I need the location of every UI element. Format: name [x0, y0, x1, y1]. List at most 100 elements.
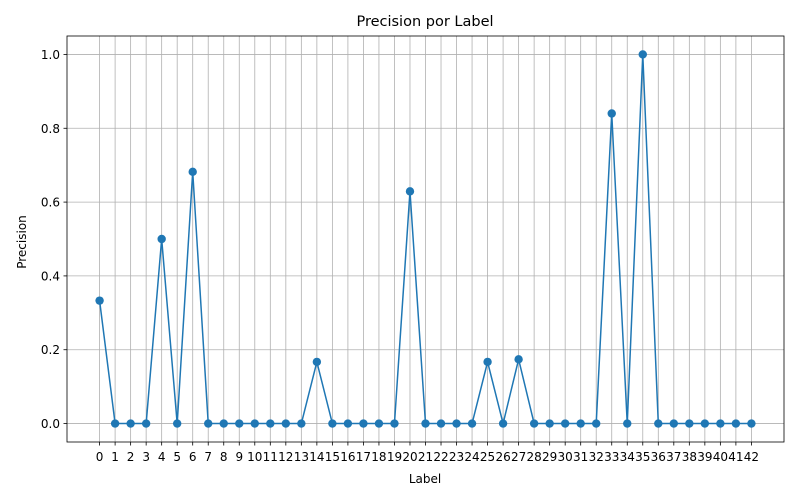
x-tick-label: 41 — [728, 450, 743, 464]
data-point — [623, 419, 632, 428]
x-tick-label: 26 — [495, 450, 510, 464]
axes: 0 1 2 3 4 5 6 7 8 9 10 11 12 13 14 15 16 17 18 19 20 21 22 23 24… — [41, 35, 785, 464]
data-point — [421, 419, 430, 428]
x-tick-label: 5 — [173, 450, 181, 464]
data-point — [95, 296, 104, 305]
data-point — [374, 419, 384, 428]
y-tick-label: 1.0 — [41, 48, 60, 62]
data-point — [250, 419, 259, 428]
data-point — [747, 419, 756, 428]
x-tick-label: 17 — [356, 450, 371, 464]
x-tick-label: 31 — [573, 450, 588, 464]
x-tick-label: 30 — [558, 450, 573, 464]
x-tick-label: 28 — [526, 450, 541, 464]
x-tick-label: 2 — [127, 450, 135, 464]
x-tick-label: 16 — [340, 450, 355, 464]
data-point — [716, 419, 725, 428]
y-axis-label: Precision — [15, 215, 29, 269]
x-tick-label: 7 — [204, 450, 212, 464]
data-point — [483, 357, 492, 367]
data-point — [545, 419, 554, 428]
data-point — [141, 419, 151, 428]
y-tick-label: 0.0 — [41, 417, 60, 431]
data-point — [126, 419, 135, 428]
x-tick-label: 29 — [542, 450, 557, 464]
x-tick-label: 15 — [325, 450, 340, 464]
data-point — [219, 419, 228, 428]
data-point — [188, 167, 197, 177]
data-point — [638, 50, 647, 59]
data-point — [529, 419, 539, 428]
x-tick-label: 42 — [744, 450, 759, 464]
x-tick-label: 4 — [158, 450, 166, 464]
x-tick-label: 10 — [247, 450, 262, 464]
data-point — [172, 419, 182, 428]
data-point — [343, 419, 353, 428]
data-point — [266, 419, 275, 428]
x-tick-label: 36 — [651, 450, 666, 464]
data-point — [452, 419, 461, 428]
data-point — [467, 419, 477, 428]
x-tick-label: 6 — [189, 450, 197, 464]
series — [95, 50, 756, 428]
x-tick-label: 19 — [387, 450, 402, 464]
data-point — [328, 419, 337, 428]
x-tick-label: 11 — [263, 450, 278, 464]
x-tick-label: 0 — [96, 450, 104, 464]
x-tick-label: 8 — [220, 450, 228, 464]
x-tick-label: 12 — [278, 450, 293, 464]
x-tick-label: 34 — [620, 450, 635, 464]
x-tick-label: 32 — [589, 450, 604, 464]
x-tick-label: 37 — [666, 450, 681, 464]
data-point — [654, 419, 663, 428]
x-axis-label: Label — [409, 472, 441, 486]
data-point — [312, 357, 322, 367]
y-tick-label: 0.2 — [41, 343, 60, 357]
x-tick-label: 35 — [635, 450, 650, 464]
x-tick-label: 21 — [418, 450, 433, 464]
y-tick-label: 0.4 — [41, 269, 60, 283]
grid — [67, 36, 784, 442]
data-point — [359, 419, 368, 428]
data-point — [390, 419, 399, 428]
x-tick-label: 22 — [433, 450, 448, 464]
y-tick-label: 0.6 — [41, 196, 60, 210]
x-tick-label: 24 — [464, 450, 479, 464]
y-tick-label: 0.8 — [41, 122, 60, 136]
x-tick-label: 39 — [697, 450, 712, 464]
x-tick-label: 20 — [402, 450, 417, 464]
data-point — [685, 419, 694, 428]
data-point — [514, 355, 523, 364]
data-point — [498, 419, 508, 428]
x-tick-label: 14 — [309, 450, 324, 464]
data-point — [110, 419, 120, 428]
x-tick-label: 1 — [111, 450, 119, 464]
x-tick-label: 38 — [682, 450, 697, 464]
data-point — [576, 419, 585, 428]
data-point — [204, 419, 213, 428]
plot-frame — [66, 35, 785, 443]
x-tick-label: 40 — [713, 450, 728, 464]
x-tick-label: 18 — [371, 450, 386, 464]
data-point — [297, 419, 306, 428]
data-point — [731, 419, 741, 428]
data-point — [700, 419, 710, 428]
data-point — [592, 419, 601, 428]
x-tick-label: 27 — [511, 450, 526, 464]
x-tick-label: 3 — [142, 450, 150, 464]
x-tick-label: 13 — [294, 450, 309, 464]
data-point — [405, 187, 415, 196]
x-tick-label: 9 — [235, 450, 243, 464]
data-point — [436, 419, 446, 428]
x-tick-label: 23 — [449, 450, 464, 464]
data-point — [560, 419, 570, 428]
x-tick-label: 33 — [604, 450, 619, 464]
data-point — [281, 419, 291, 428]
chart-title: Precision por Label — [356, 14, 493, 30]
x-tick-label: 25 — [480, 450, 495, 464]
data-point — [669, 419, 679, 428]
data-point — [235, 419, 244, 428]
data-point — [607, 109, 616, 118]
